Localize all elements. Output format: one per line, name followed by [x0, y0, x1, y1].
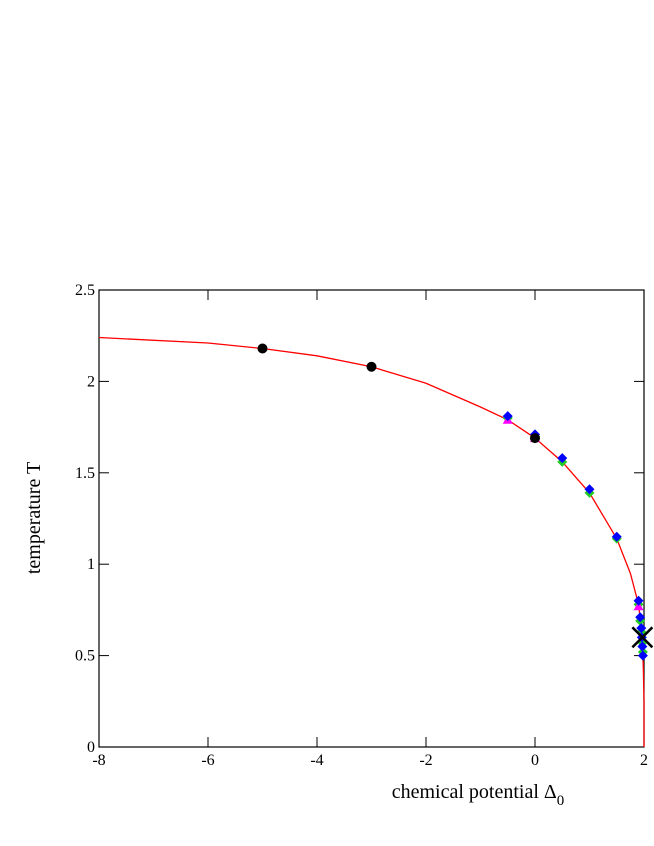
point	[584, 484, 595, 495]
y-tick-label: 1	[87, 556, 95, 573]
x-tick-label: 2	[640, 752, 648, 769]
point	[637, 650, 648, 661]
curve	[98, 336, 645, 747]
point	[366, 361, 377, 372]
y-tick-label: 2.5	[75, 282, 95, 299]
point	[631, 626, 654, 649]
point	[633, 595, 644, 606]
x-tick-label: 0	[531, 752, 539, 769]
plot-frame	[98, 289, 645, 748]
point	[557, 453, 568, 464]
y-tick-label: 0	[87, 739, 95, 756]
y-axis-label: temperature T	[23, 462, 45, 574]
point	[502, 411, 513, 422]
x-axis-label-subscript: 0	[557, 793, 565, 809]
y-tick-label: 1.5	[75, 465, 95, 482]
point	[257, 343, 268, 354]
x-axis-label: chemical potential Δ0	[392, 781, 565, 809]
y-tick-label: 2	[87, 373, 95, 390]
x-axis-label-main: chemical potential Δ	[392, 781, 557, 803]
point	[611, 531, 622, 542]
point	[636, 623, 647, 634]
point	[637, 641, 648, 652]
x-tick-label: -6	[201, 752, 214, 769]
x-tick-label: -2	[419, 752, 432, 769]
point	[530, 433, 540, 444]
x-tick-label: -8	[92, 752, 105, 769]
x-tick-label: -4	[310, 752, 323, 769]
y-tick-label: 0.5	[75, 648, 95, 665]
point	[635, 612, 646, 623]
